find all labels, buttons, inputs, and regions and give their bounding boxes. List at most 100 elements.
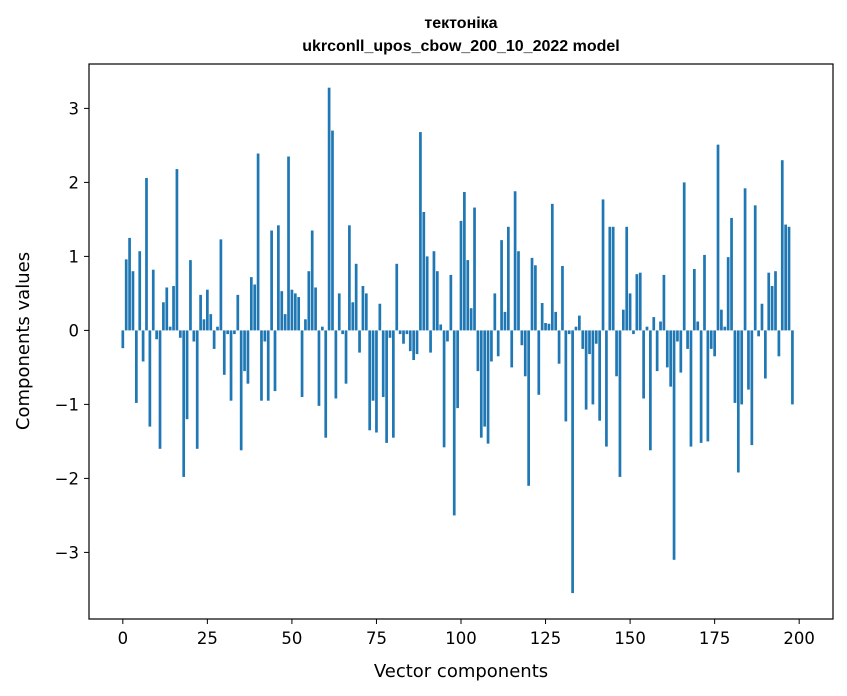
bar [770,286,774,331]
bar [317,330,321,406]
bar [320,326,324,331]
bar [168,326,172,331]
bar [293,293,297,331]
bar [422,212,426,331]
bar [669,330,673,387]
x-tick-label: 150 [614,629,646,648]
x-tick-label: 0 [118,629,129,648]
bar [304,319,307,331]
bar [189,260,192,331]
bar [277,225,280,331]
bar [621,309,625,331]
bar [182,330,186,477]
bar [408,330,412,352]
y-tick-label: 0 [69,321,80,340]
bar [266,330,270,401]
bar [655,330,659,372]
bar [720,309,723,331]
bar [777,330,781,357]
bar [747,330,750,390]
bar [625,226,629,331]
bar [324,330,328,438]
bar [774,271,777,331]
bar [307,271,311,331]
bar [195,330,199,449]
bar [162,302,165,331]
bar [726,257,730,331]
y-tick-label: 2 [69,173,80,192]
bar [672,330,676,560]
bar [378,303,382,331]
bar [145,177,148,331]
bar [297,297,301,331]
bar [425,256,429,331]
bar [554,311,558,331]
bar [723,326,727,331]
bar [148,330,152,427]
bar [692,268,696,331]
bar [395,263,399,331]
bar [337,293,341,331]
bar [716,144,720,331]
bar [706,330,710,442]
bar [764,330,767,379]
bar [496,330,500,357]
bar [476,330,480,372]
bar [517,251,520,331]
bar [452,330,456,516]
bar [750,330,754,446]
bar [594,330,598,344]
bar [463,192,466,331]
bar [527,330,530,486]
bar [199,294,202,331]
bar [263,330,267,342]
chart-subtitle: ukrconll_upos_cbow_200_10_2022 model [302,38,619,55]
x-tick-label: 75 [366,629,387,648]
bar [547,323,551,331]
bar [486,330,490,444]
chart-title: тектоніка [424,15,497,32]
bar [581,330,585,349]
bar [128,237,131,331]
bar [216,326,219,331]
bar [523,330,527,377]
bar [703,254,706,331]
bar [682,182,686,331]
bar [642,330,645,399]
x-tick-label: 175 [699,629,731,648]
bar [740,330,744,405]
bar [256,153,260,331]
bar [246,330,250,384]
y-tick-label: −1 [55,395,79,414]
bar [243,330,246,372]
bar [429,330,432,353]
bar [578,315,581,331]
bar [280,291,284,331]
bar [175,169,179,331]
bar [652,317,656,331]
bar [226,330,230,335]
y-tick-label: 3 [69,99,80,118]
bar [564,330,568,422]
bar [158,330,162,449]
y-axis-ticks: −3 −2 −1 0 1 2 3 [55,99,89,562]
bar [760,303,764,331]
bar [287,156,290,331]
bar [743,188,747,331]
bar [141,330,145,362]
bar [212,330,216,349]
bar [124,259,128,331]
bar [767,272,771,331]
bar [375,330,378,433]
bar [605,330,608,447]
x-axis-ticks: 0 25 50 75 100 125 150 175 200 [118,619,815,648]
bar [679,330,683,373]
bar [371,330,375,401]
bar [571,330,574,594]
bar [155,330,158,340]
bar [493,293,497,331]
bar [736,330,740,473]
bar [310,230,314,331]
bars-group [121,87,794,594]
y-tick-label: −3 [55,543,79,562]
